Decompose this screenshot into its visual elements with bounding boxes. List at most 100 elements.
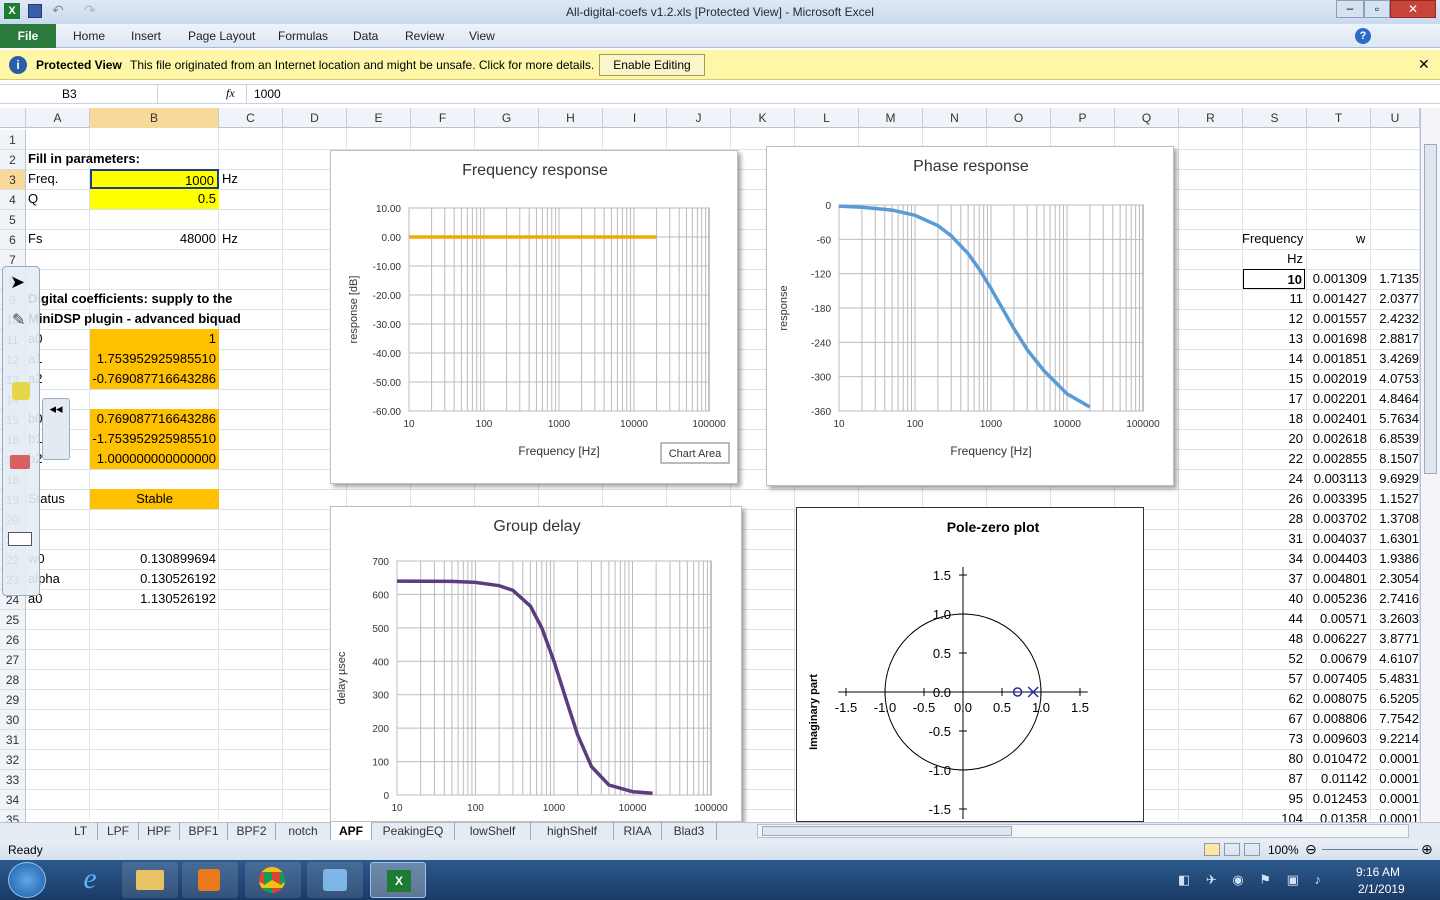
table-cell-frequency[interactable]: 44 xyxy=(1288,611,1303,626)
fx-icon[interactable]: fx xyxy=(226,86,235,100)
table-cell-w[interactable]: 0.002855 xyxy=(1312,451,1367,466)
table-cell-frequency[interactable]: 62 xyxy=(1288,691,1303,706)
table-cell-value[interactable]: 0.0001 xyxy=(1379,791,1419,806)
table-cell-w[interactable]: 0.002201 xyxy=(1312,391,1367,406)
page-break-view-button[interactable] xyxy=(1244,843,1260,856)
row-header-25[interactable]: 25 xyxy=(0,610,26,630)
table-cell-w[interactable]: 0.00571 xyxy=(1320,611,1367,626)
table-cell-frequency[interactable]: 17 xyxy=(1288,391,1303,406)
column-header-m[interactable]: M xyxy=(859,108,923,128)
horizontal-scrollbar[interactable] xyxy=(757,824,1409,838)
cell-status-value[interactable]: Stable xyxy=(90,489,219,509)
table-cell-frequency[interactable]: 67 xyxy=(1288,711,1303,726)
collapse-toolbar-button[interactable]: ◂◂ xyxy=(42,398,70,460)
frequency-response-chart[interactable]: Frequency response 10.00 0.00 -10.00 -20.00 -… xyxy=(330,150,738,484)
cell-freq-label[interactable]: Freq. xyxy=(28,171,59,186)
tab-riaa[interactable]: RIAA xyxy=(614,822,662,840)
table-cell-value[interactable]: 2.0377 xyxy=(1379,291,1419,306)
column-header-g[interactable]: G xyxy=(475,108,539,128)
tab-home[interactable]: Home xyxy=(73,29,106,43)
column-header-l[interactable]: L xyxy=(795,108,859,128)
table-cell-value[interactable]: 5.4831 xyxy=(1379,671,1419,686)
table-cell-value[interactable]: 3.8771 xyxy=(1379,631,1419,646)
table-cell-value[interactable]: 3.2603 xyxy=(1379,611,1419,626)
column-header-r[interactable]: R xyxy=(1179,108,1243,128)
save-icon[interactable] xyxy=(28,4,42,18)
table-cell-w[interactable]: 0.004801 xyxy=(1312,571,1367,586)
table-cell-w[interactable]: 0.003702 xyxy=(1312,511,1367,526)
cell-b2-value[interactable]: 1.000000000000000 xyxy=(90,449,219,469)
clock-date[interactable]: 2/1/2019 xyxy=(1358,882,1405,896)
row-header-29[interactable]: 29 xyxy=(0,690,26,710)
cell-freq-value[interactable]: 1000 xyxy=(90,169,219,189)
name-box[interactable]: B3 xyxy=(0,85,158,103)
zoom-slider[interactable] xyxy=(1322,849,1418,850)
row-header-3[interactable]: 3 xyxy=(0,170,26,190)
column-header-u[interactable]: U xyxy=(1371,108,1420,128)
cell-w0-value[interactable]: 0.130899694 xyxy=(140,551,216,566)
table-cell-value[interactable]: 1.6301 xyxy=(1379,531,1419,546)
tab-blad3[interactable]: Blad3 xyxy=(662,822,717,840)
table-cell-value[interactable]: 5.7634 xyxy=(1379,411,1419,426)
row-header-34[interactable]: 34 xyxy=(0,790,26,810)
select-all-corner[interactable] xyxy=(0,108,26,128)
table-cell-value[interactable]: 9.2214 xyxy=(1379,731,1419,746)
row-header-31[interactable]: 31 xyxy=(0,730,26,750)
row-header-5[interactable]: 5 xyxy=(0,210,26,230)
tab-insert[interactable]: Insert xyxy=(131,29,162,43)
row-header-32[interactable]: 32 xyxy=(0,750,26,770)
table-cell-w[interactable]: 0.001851 xyxy=(1312,351,1367,366)
column-header-q[interactable]: Q xyxy=(1115,108,1179,128)
zoom-level[interactable]: 100% xyxy=(1268,843,1299,857)
column-header-i[interactable]: I xyxy=(603,108,667,128)
column-header-j[interactable]: J xyxy=(667,108,731,128)
table-cell-w[interactable]: 0.008075 xyxy=(1312,691,1367,706)
excel-taskbar-icon[interactable]: X xyxy=(370,862,426,898)
row-header-2[interactable]: 2 xyxy=(0,150,26,170)
table-header-w[interactable]: w xyxy=(1356,231,1366,246)
tab-highshelf[interactable]: highShelf xyxy=(531,822,614,840)
row-header-33[interactable]: 33 xyxy=(0,770,26,790)
column-header-d[interactable]: D xyxy=(283,108,347,128)
table-unit-hz[interactable]: Hz xyxy=(1287,251,1303,266)
column-header-o[interactable]: O xyxy=(987,108,1051,128)
table-cell-frequency[interactable]: 26 xyxy=(1288,491,1303,506)
tab-lpf[interactable]: LPF xyxy=(98,822,139,840)
table-cell-frequency[interactable]: 14 xyxy=(1288,351,1303,366)
table-cell-w[interactable]: 0.002618 xyxy=(1312,431,1367,446)
table-cell-value[interactable]: 4.8464 xyxy=(1379,391,1419,406)
table-cell-value[interactable]: 4.6107 xyxy=(1379,651,1419,666)
table-cell-value[interactable]: 2.3054 xyxy=(1379,571,1419,586)
explorer-icon[interactable] xyxy=(122,862,178,898)
table-cell-w[interactable]: 0.003113 xyxy=(1313,471,1367,486)
table-cell-w[interactable]: 0.001698 xyxy=(1312,331,1367,346)
column-header-s[interactable]: S xyxy=(1243,108,1307,128)
table-cell-value[interactable]: 0.0001 xyxy=(1379,771,1419,786)
cell-q-value[interactable]: 0.5 xyxy=(90,189,219,209)
undo-icon[interactable]: ↶ xyxy=(52,2,64,18)
table-cell-value[interactable]: 3.4269 xyxy=(1379,351,1419,366)
cell-q-label[interactable]: Q xyxy=(28,191,39,206)
cell-b0-value[interactable]: 0.769087716643286 xyxy=(90,409,219,429)
table-header-frequency[interactable]: Frequency xyxy=(1242,231,1304,246)
chrome-icon[interactable] xyxy=(245,862,301,898)
table-cell-frequency[interactable]: 37 xyxy=(1288,571,1303,586)
cell-digital-coefs-2[interactable]: MiniDSP plugin - advanced biquad xyxy=(28,311,241,326)
tray-icons[interactable]: ◧ ✈ ◉ ⚑ ▣ ♪ xyxy=(1178,872,1328,887)
maximize-button[interactable]: ▫ xyxy=(1364,0,1390,18)
table-cell-frequency[interactable]: 87 xyxy=(1288,771,1303,786)
table-cell-frequency[interactable]: 73 xyxy=(1288,731,1303,746)
table-cell-value[interactable]: 9.6929 xyxy=(1379,471,1419,486)
page-layout-view-button[interactable] xyxy=(1224,843,1240,856)
table-cell-frequency[interactable]: 34 xyxy=(1288,551,1303,566)
column-header-t[interactable]: T xyxy=(1307,108,1371,128)
tab-notch[interactable]: notch xyxy=(276,822,331,840)
row-header-26[interactable]: 26 xyxy=(0,630,26,650)
table-cell-value[interactable]: 1.7135 xyxy=(1379,271,1419,286)
column-header-k[interactable]: K xyxy=(731,108,795,128)
tab-page-layout[interactable]: Page Layout xyxy=(188,29,256,43)
keyboard-icon[interactable] xyxy=(8,532,32,546)
cell-digital-coefs-1[interactable]: Digital coefficients: supply to the xyxy=(28,291,233,306)
cell-fs-label[interactable]: Fs xyxy=(28,231,43,246)
table-cell-frequency[interactable]: 15 xyxy=(1288,371,1303,386)
